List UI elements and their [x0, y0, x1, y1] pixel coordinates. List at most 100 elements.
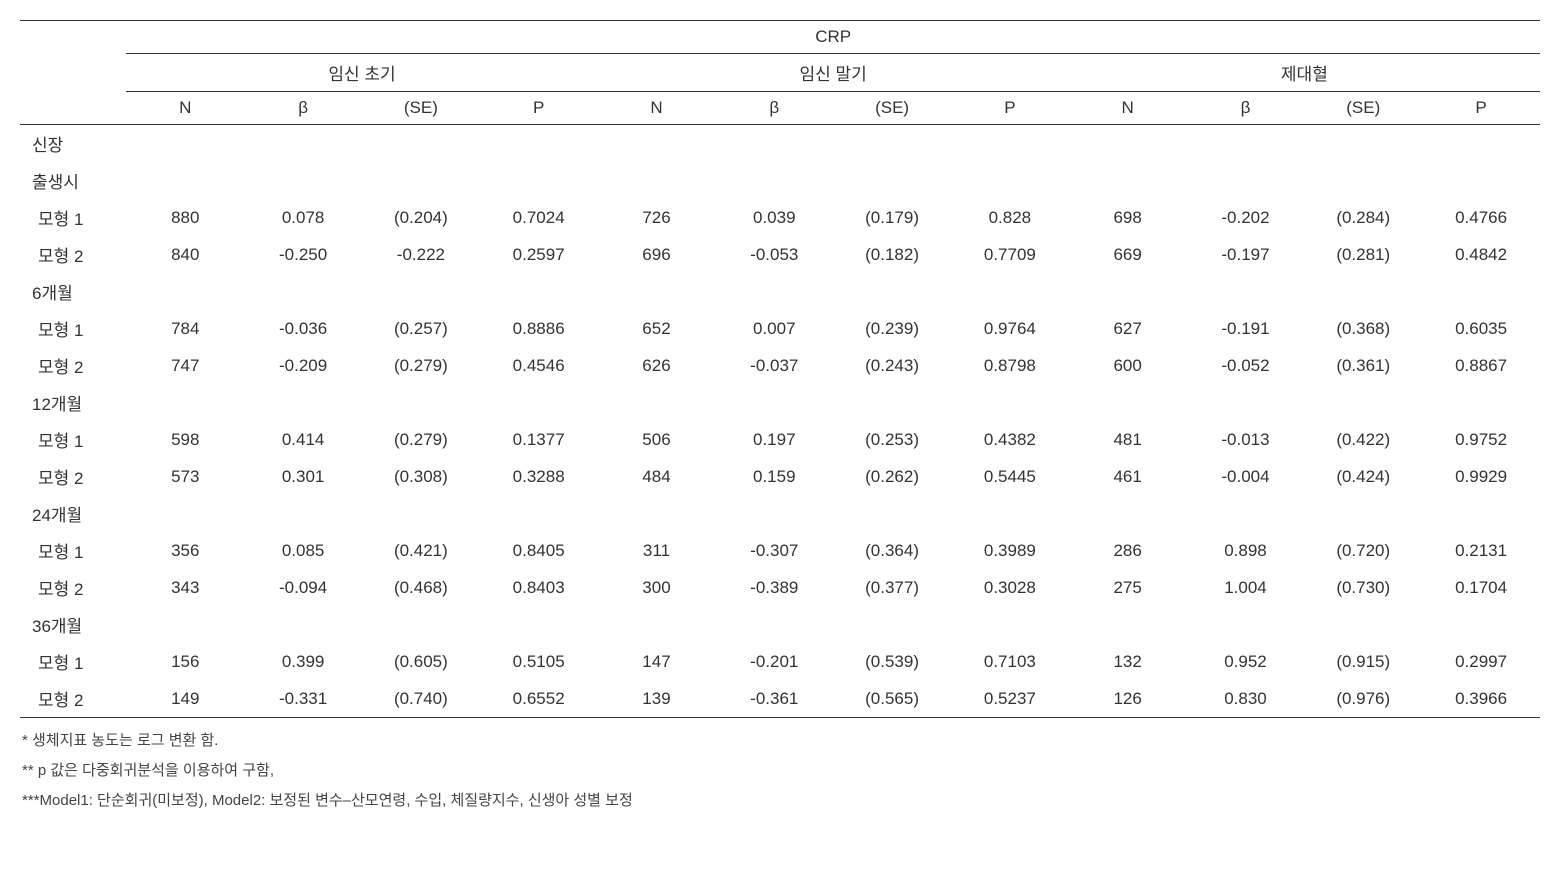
- data-cell: 726: [598, 199, 716, 236]
- data-cell: -0.053: [715, 236, 833, 273]
- data-cell: 0.414: [244, 421, 362, 458]
- empty-cell: [1422, 495, 1540, 532]
- row-label: 모형 2: [20, 680, 126, 718]
- empty-cell: [362, 606, 480, 643]
- row-label: 모형 1: [20, 643, 126, 680]
- data-cell: 300: [598, 569, 716, 606]
- data-cell: 696: [598, 236, 716, 273]
- empty-cell: [951, 495, 1069, 532]
- empty-cell: [951, 384, 1069, 421]
- empty-cell: [715, 606, 833, 643]
- data-cell: 0.3966: [1422, 680, 1540, 718]
- data-cell: 0.9752: [1422, 421, 1540, 458]
- empty-cell: [1069, 384, 1187, 421]
- data-cell: -0.389: [715, 569, 833, 606]
- header-col: β: [1187, 92, 1305, 125]
- data-cell: (0.253): [833, 421, 951, 458]
- data-cell: 627: [1069, 310, 1187, 347]
- data-cell: 0.3989: [951, 532, 1069, 569]
- empty-cell: [833, 384, 951, 421]
- section-label: 출생시: [20, 162, 126, 199]
- header-group-1: 임신 말기: [598, 54, 1069, 92]
- data-cell: 506: [598, 421, 716, 458]
- row-label: 모형 1: [20, 310, 126, 347]
- data-cell: 0.8403: [480, 569, 598, 606]
- data-cell: -0.361: [715, 680, 833, 718]
- data-cell: 0.007: [715, 310, 833, 347]
- row-label: 모형 1: [20, 532, 126, 569]
- data-cell: (0.915): [1304, 643, 1422, 680]
- header-col: P: [1422, 92, 1540, 125]
- empty-cell: [480, 162, 598, 199]
- empty-cell: [480, 606, 598, 643]
- data-cell: 0.5445: [951, 458, 1069, 495]
- row-label: 모형 2: [20, 569, 126, 606]
- footnote: ** p 값은 다중회귀분석을 이용하여 구함,: [20, 756, 1540, 786]
- empty-cell: [598, 384, 716, 421]
- table-row: 모형 2343-0.094(0.468)0.8403300-0.389(0.37…: [20, 569, 1540, 606]
- data-cell: 0.9764: [951, 310, 1069, 347]
- data-cell: 0.2597: [480, 236, 598, 273]
- data-cell: 784: [126, 310, 244, 347]
- data-cell: (0.204): [362, 199, 480, 236]
- data-cell: -0.036: [244, 310, 362, 347]
- empty-cell: [480, 125, 598, 163]
- data-cell: -0.052: [1187, 347, 1305, 384]
- row-label: 모형 2: [20, 347, 126, 384]
- data-cell: 0.6552: [480, 680, 598, 718]
- empty-cell: [715, 125, 833, 163]
- data-cell: 0.3028: [951, 569, 1069, 606]
- header-col: (SE): [1304, 92, 1422, 125]
- data-cell: 286: [1069, 532, 1187, 569]
- empty-cell: [1304, 125, 1422, 163]
- empty-cell: [715, 273, 833, 310]
- table-head: CRP 임신 초기 임신 말기 제대혈 N β (SE) P N β (SE) …: [20, 21, 1540, 125]
- header-col: P: [480, 92, 598, 125]
- data-cell: 0.8867: [1422, 347, 1540, 384]
- row-label: 모형 1: [20, 199, 126, 236]
- data-cell: 0.7103: [951, 643, 1069, 680]
- data-cell: 0.1704: [1422, 569, 1540, 606]
- empty-cell: [244, 162, 362, 199]
- data-cell: 598: [126, 421, 244, 458]
- empty-cell: [126, 125, 244, 163]
- data-cell: (0.364): [833, 532, 951, 569]
- data-cell: 1.004: [1187, 569, 1305, 606]
- data-cell: (0.377): [833, 569, 951, 606]
- data-cell: -0.209: [244, 347, 362, 384]
- empty-cell: [1304, 273, 1422, 310]
- data-cell: 0.4382: [951, 421, 1069, 458]
- data-cell: (0.361): [1304, 347, 1422, 384]
- empty-cell: [1187, 384, 1305, 421]
- section-label: 24개월: [20, 495, 126, 532]
- data-cell: -0.222: [362, 236, 480, 273]
- data-cell: -0.331: [244, 680, 362, 718]
- header-empty: [20, 21, 126, 54]
- empty-cell: [1187, 495, 1305, 532]
- data-cell: (0.284): [1304, 199, 1422, 236]
- empty-cell: [244, 495, 362, 532]
- table-row: 모형 18800.078(0.204)0.70247260.039(0.179)…: [20, 199, 1540, 236]
- empty-cell: [1069, 162, 1187, 199]
- data-cell: 0.399: [244, 643, 362, 680]
- data-cell: 747: [126, 347, 244, 384]
- header-empty: [20, 92, 126, 125]
- data-cell: 147: [598, 643, 716, 680]
- data-cell: 0.952: [1187, 643, 1305, 680]
- data-cell: 0.301: [244, 458, 362, 495]
- data-cell: (0.720): [1304, 532, 1422, 569]
- data-cell: 126: [1069, 680, 1187, 718]
- empty-cell: [362, 495, 480, 532]
- table-row: 모형 25730.301(0.308)0.32884840.159(0.262)…: [20, 458, 1540, 495]
- table-row: 모형 13560.085(0.421)0.8405311-0.307(0.364…: [20, 532, 1540, 569]
- empty-cell: [126, 606, 244, 643]
- data-cell: (0.730): [1304, 569, 1422, 606]
- empty-cell: [833, 125, 951, 163]
- data-cell: 0.4546: [480, 347, 598, 384]
- data-cell: 0.828: [951, 199, 1069, 236]
- data-cell: 0.898: [1187, 532, 1305, 569]
- data-cell: 698: [1069, 199, 1187, 236]
- data-cell: 156: [126, 643, 244, 680]
- header-col: (SE): [833, 92, 951, 125]
- outcome-label: 신장: [20, 125, 126, 163]
